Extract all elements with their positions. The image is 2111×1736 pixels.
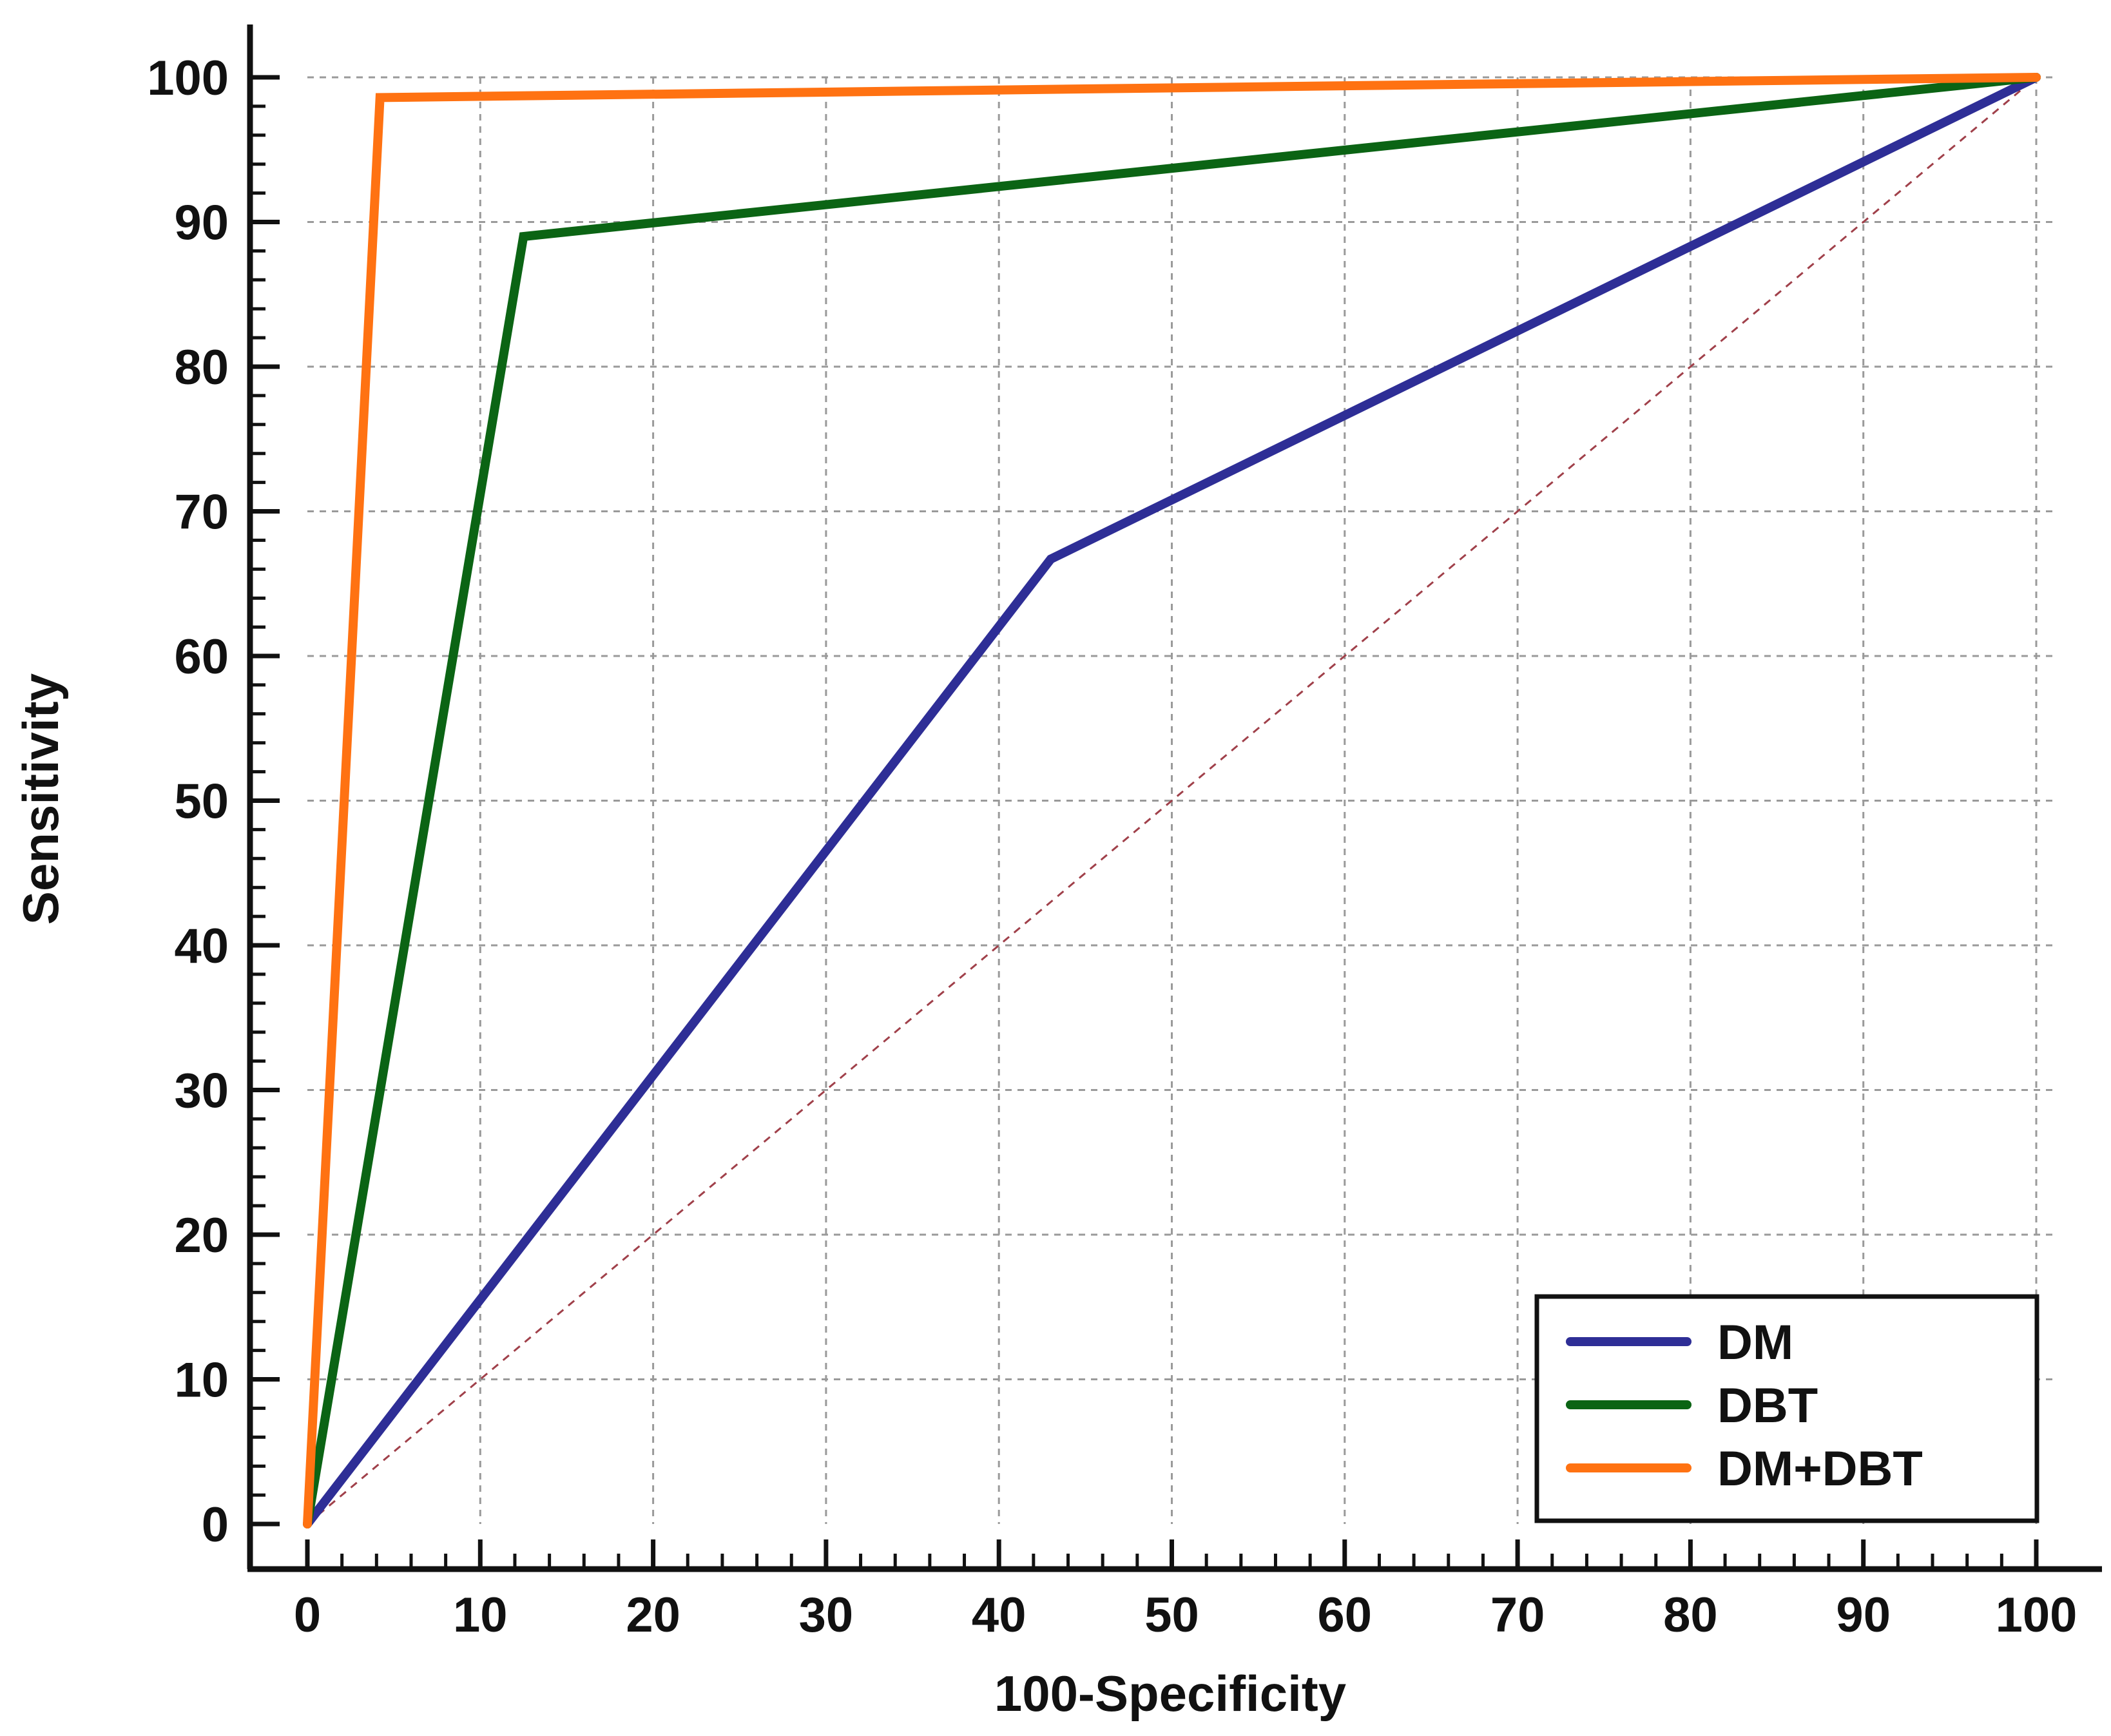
y-tick-label: 70 [174,485,229,540]
y-tick-label: 60 [174,630,229,684]
x-tick-label: 70 [1490,1588,1545,1643]
series-point-2-0 [307,1523,308,1525]
y-tick-label: 10 [174,1353,229,1408]
legend-label-dm: DM [1717,1315,1793,1370]
legend-label-dbt: DBT [1717,1378,1818,1433]
y-tick-label: 50 [174,775,229,829]
y-tick-label: 100 [147,51,229,106]
x-tick-label: 30 [799,1588,854,1643]
x-tick-label: 60 [1318,1588,1373,1643]
x-tick-label: 20 [626,1588,680,1643]
y-tick-label: 90 [174,196,229,251]
reference-diagonal-line [307,76,2037,1525]
x-tick-label: 40 [972,1588,1027,1643]
y-tick-label: 0 [202,1498,229,1552]
y-tick-label: 40 [174,919,229,974]
y-tick-labels: 0 10 20 30 40 50 60 70 80 90 100 [147,51,229,1552]
series-point-2-2 [2036,77,2037,78]
legend-label-dm-dbt: DM+DBT [1717,1442,1923,1496]
x-tick-label: 10 [453,1588,508,1643]
y-tick-label: 20 [174,1208,229,1263]
x-tick-label: 90 [1836,1588,1891,1643]
y-axis-label: Sensitivity [12,673,69,925]
x-axis-label: 100-Specificity [994,1665,1346,1722]
y-tick-label: 80 [174,340,229,395]
y-tick-label: 30 [174,1064,229,1119]
x-tick-label: 80 [1663,1588,1718,1643]
grid [307,76,2056,1524]
series-layer [303,73,2041,1529]
x-tick-label: 100 [1996,1588,2077,1643]
x-tick-label: 50 [1144,1588,1199,1643]
x-tick-labels: 0 10 20 30 40 50 60 70 80 90 100 [294,1588,2077,1643]
legend: DM DBT DM+DBT [1534,1294,2039,1523]
x-tick-label: 0 [294,1588,321,1643]
axes [247,24,2102,1572]
